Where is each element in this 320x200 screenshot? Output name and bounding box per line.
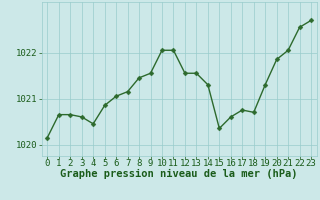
X-axis label: Graphe pression niveau de la mer (hPa): Graphe pression niveau de la mer (hPa) xyxy=(60,169,298,179)
